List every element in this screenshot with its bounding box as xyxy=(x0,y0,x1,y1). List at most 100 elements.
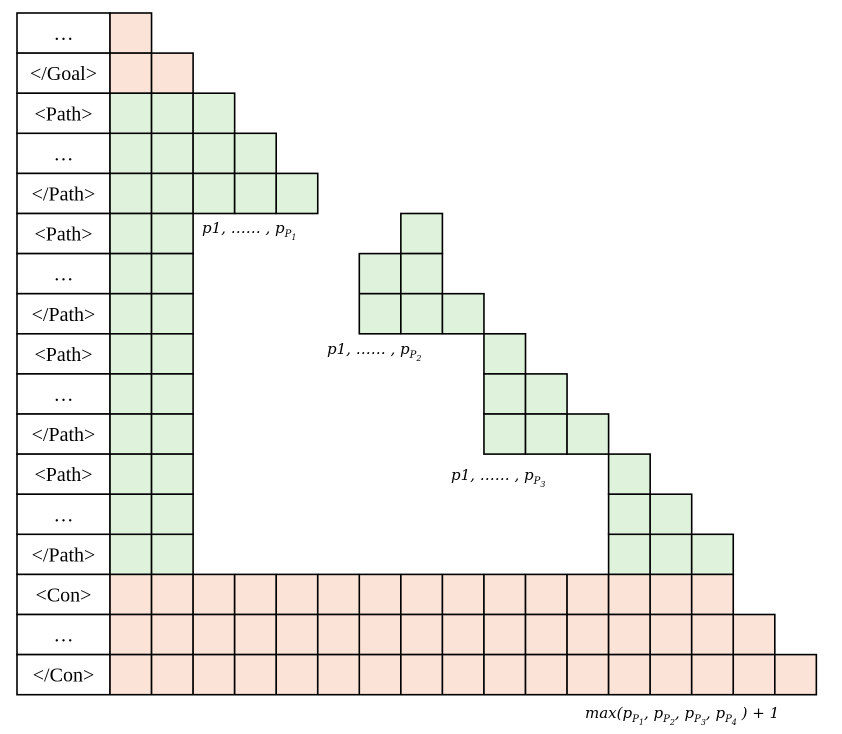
mask-cell-green xyxy=(358,292,402,335)
row-label-box xyxy=(16,52,111,94)
mask-cell-pink xyxy=(649,613,693,656)
mask-cell-pink xyxy=(233,573,277,616)
mask-cell-green xyxy=(150,332,194,375)
mask-cell-green xyxy=(150,92,194,135)
mask-cell-pink xyxy=(607,613,651,656)
row-label: </Con> xyxy=(33,665,94,687)
mask-cell-green xyxy=(483,413,527,455)
mask-cell-green xyxy=(109,533,153,576)
annotation-path3: p1, …… , pP3 xyxy=(451,466,545,489)
mask-cell-green xyxy=(150,252,194,295)
mask-cell-green xyxy=(109,92,153,135)
row-label: <Path> xyxy=(34,103,92,125)
mask-cell-pink xyxy=(275,613,319,656)
mask-cell-green xyxy=(400,212,444,255)
mask-cell-pink xyxy=(566,613,610,656)
mask-cell-pink xyxy=(233,613,277,656)
row-label: … xyxy=(54,625,74,647)
row-label: <Path> xyxy=(34,464,92,486)
row-label: </Path> xyxy=(32,183,96,205)
row-label: … xyxy=(54,23,74,45)
mask-cell-green xyxy=(607,453,651,496)
mask-cell-pink xyxy=(192,613,236,656)
mask-cell-green xyxy=(150,373,194,415)
mask-cell-pink xyxy=(566,653,610,696)
row-label: </Path> xyxy=(32,544,96,566)
mask-cell-pink xyxy=(649,573,693,616)
mask-cell-pink xyxy=(607,653,651,696)
mask-cell-green xyxy=(150,292,194,335)
mask-cell-green xyxy=(192,172,236,215)
mask-cell-green xyxy=(109,252,153,295)
row-label-box xyxy=(16,373,111,415)
mask-cell-pink xyxy=(690,573,735,616)
mask-cell-pink xyxy=(316,573,361,616)
row-label: <Path> xyxy=(34,344,92,366)
mask-cell-pink xyxy=(150,573,194,616)
mask-cell-green xyxy=(150,453,194,496)
mask-cell-green xyxy=(607,533,651,576)
mask-cell-green xyxy=(524,373,568,415)
row-label-box xyxy=(16,212,111,255)
mask-cell-pink xyxy=(109,573,153,616)
mask-cell-green xyxy=(150,132,194,175)
mask-cell-green xyxy=(690,533,735,576)
mask-cell-pink xyxy=(441,613,485,656)
mask-cell-pink xyxy=(566,573,610,616)
mask-cell-pink xyxy=(607,573,651,616)
mask-cell-green xyxy=(150,212,194,255)
mask-cell-pink xyxy=(358,613,402,656)
mask-cell-pink xyxy=(192,573,236,616)
mask-cell-pink xyxy=(649,653,693,696)
mask-cell-green xyxy=(109,212,153,255)
mask-cell-pink xyxy=(524,573,568,616)
row-label: <Path> xyxy=(34,224,92,246)
mask-cell-green xyxy=(150,493,194,536)
mask-cell-green xyxy=(358,252,402,295)
mask-cell-green xyxy=(483,332,527,375)
mask-cell-pink xyxy=(358,653,402,696)
mask-cell-pink xyxy=(773,653,818,696)
row-label-box xyxy=(16,12,111,54)
mask-cell-green xyxy=(150,413,194,455)
mask-cell-pink xyxy=(150,52,194,94)
mask-cell-pink xyxy=(483,613,527,656)
mask-cell-green xyxy=(233,132,277,175)
mask-cell-green xyxy=(441,292,485,335)
mask-cell-pink xyxy=(732,613,776,656)
row-label: </Goal> xyxy=(30,63,97,85)
mask-cell-green xyxy=(109,493,153,536)
mask-cell-green xyxy=(109,453,153,496)
row-label: </Path> xyxy=(32,424,96,446)
mask-cell-pink xyxy=(400,573,444,616)
mask-cell-pink xyxy=(732,653,776,696)
row-label: … xyxy=(54,504,74,526)
mask-cell-green xyxy=(400,292,444,335)
mask-cell-green xyxy=(109,172,153,215)
mask-cell-pink xyxy=(275,653,319,696)
mask-cell-green xyxy=(150,172,194,215)
mask-cell-pink xyxy=(316,613,361,656)
mask-cell-pink xyxy=(524,613,568,656)
mask-cell-green xyxy=(192,92,236,135)
mask-cell-pink xyxy=(233,653,277,696)
row-label: … xyxy=(54,143,74,165)
annotation-path2: p1, …… , pP2 xyxy=(327,340,421,363)
mask-cell-pink xyxy=(316,653,361,696)
row-label-box xyxy=(16,453,111,496)
mask-cell-pink xyxy=(441,573,485,616)
mask-cell-green xyxy=(233,172,277,215)
mask-cell-pink xyxy=(358,573,402,616)
row-label: </Path> xyxy=(32,304,96,326)
mask-cell-green xyxy=(649,493,693,536)
mask-cell-pink xyxy=(109,52,153,94)
mask-cell-green xyxy=(524,413,568,455)
mask-cell-pink xyxy=(690,653,735,696)
mask-cell-pink xyxy=(524,653,568,696)
row-label-box xyxy=(16,292,111,335)
mask-cell-green xyxy=(109,132,153,175)
mask-cells xyxy=(109,12,818,696)
mask-cell-pink xyxy=(109,613,153,656)
mask-cell-green xyxy=(109,292,153,335)
